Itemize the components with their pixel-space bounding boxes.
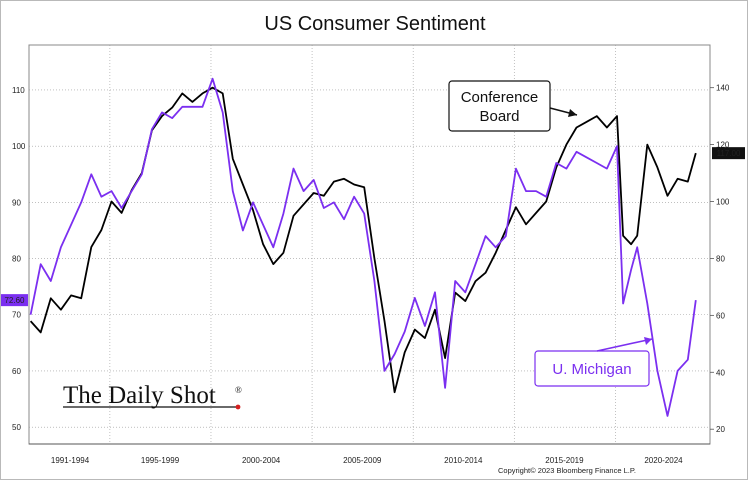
axes: 50 60 70 80 90 100 110 20 40 60 80 100 120 140 1991-19… (12, 84, 730, 465)
left-tick-label: 50 (12, 423, 21, 432)
conference-board-label-line: Conference (461, 89, 539, 106)
right-last-value-label: 117.00 (717, 149, 741, 158)
left-tick-label: 70 (12, 311, 21, 320)
series-line-u-michigan (29, 77, 697, 417)
labels: 72.60 117.00 (1, 147, 745, 307)
right-tick-label: 120 (716, 141, 730, 150)
right-tick-label: 140 (716, 84, 730, 93)
left-tick-label: 80 (12, 255, 21, 264)
right-tick-label: 80 (716, 254, 725, 263)
chart-title: US Consumer Sentiment (264, 13, 486, 35)
x-category-label: 2015-2019 (545, 456, 584, 465)
brand-dot (235, 404, 241, 410)
left-tick-label: 100 (12, 142, 26, 151)
x-category-label: 2020-2024 (644, 456, 683, 465)
copyright-text: Copyright© 2023 Bloomberg Finance L.P. (498, 466, 636, 475)
x-category-label: 1991-1994 (51, 456, 90, 465)
right-tick-label: 100 (716, 198, 730, 207)
left-tick-label: 90 (12, 198, 21, 207)
right-tick-label: 60 (716, 311, 725, 320)
x-category-label: 2005-2009 (343, 456, 382, 465)
left-tick-label: 60 (12, 367, 21, 376)
series (29, 77, 697, 417)
right-tick-label: 20 (716, 425, 725, 434)
right-last-value-badge (712, 147, 745, 160)
left-last-value-label: 72.60 (4, 296, 25, 305)
x-category-label: 2000-2004 (242, 456, 281, 465)
brand-text: The Daily Shot (63, 382, 216, 409)
u-michigan-callout: U. Michigan (534, 337, 653, 387)
left-tick-label: 110 (12, 86, 25, 95)
u-michigan-label: U. Michigan (552, 361, 631, 378)
conference-board-callout: Conference Board (448, 80, 578, 132)
brand-mark: ® (235, 385, 242, 395)
left-last-value-badge (1, 294, 28, 307)
right-tick-label: 40 (716, 368, 725, 377)
conference-board-label: Conference Board (461, 89, 539, 125)
daily-shot-logo: The Daily Shot ® (63, 382, 242, 410)
x-category-label: 1995-1999 (141, 456, 180, 465)
conference-board-label-line: Board (479, 108, 519, 125)
x-category-label: 2010-2014 (444, 456, 483, 465)
